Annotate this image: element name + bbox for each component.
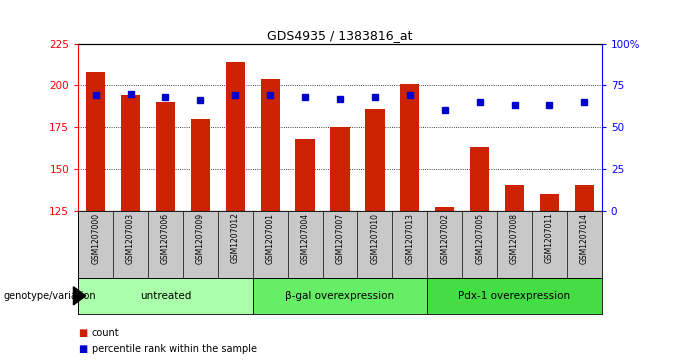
Bar <box>253 278 427 314</box>
Text: ■: ■ <box>78 344 88 354</box>
Text: GSM1207013: GSM1207013 <box>405 213 414 264</box>
Bar <box>86 72 105 211</box>
Text: genotype/variation: genotype/variation <box>3 291 96 301</box>
Text: GSM1207002: GSM1207002 <box>440 213 449 264</box>
Bar <box>575 185 594 211</box>
Text: GSM1207003: GSM1207003 <box>126 213 135 264</box>
Text: count: count <box>92 328 120 338</box>
Text: GSM1207007: GSM1207007 <box>335 213 345 264</box>
Bar <box>121 95 140 211</box>
Bar <box>156 102 175 211</box>
Text: GSM1207004: GSM1207004 <box>301 213 309 264</box>
Text: GSM1207005: GSM1207005 <box>475 213 484 264</box>
Bar <box>505 185 524 211</box>
Bar <box>365 109 384 211</box>
Text: untreated: untreated <box>140 291 191 301</box>
Text: GSM1207014: GSM1207014 <box>580 213 589 264</box>
Bar <box>435 207 454 211</box>
Text: GSM1207006: GSM1207006 <box>161 213 170 264</box>
Bar <box>401 83 420 211</box>
Text: β-gal overexpression: β-gal overexpression <box>286 291 394 301</box>
Text: ■: ■ <box>78 328 88 338</box>
Bar <box>191 119 210 211</box>
Text: GSM1207008: GSM1207008 <box>510 213 519 264</box>
Text: Pdx-1 overexpression: Pdx-1 overexpression <box>458 291 571 301</box>
Bar <box>470 147 489 211</box>
Bar <box>296 139 315 211</box>
Text: GSM1207000: GSM1207000 <box>91 213 100 264</box>
Bar <box>78 278 253 314</box>
Bar <box>540 194 559 211</box>
Text: GSM1207011: GSM1207011 <box>545 213 554 264</box>
Bar <box>427 278 602 314</box>
Text: GSM1207010: GSM1207010 <box>371 213 379 264</box>
Bar <box>330 127 350 211</box>
Bar <box>226 62 245 211</box>
Text: percentile rank within the sample: percentile rank within the sample <box>92 344 257 354</box>
Polygon shape <box>73 287 86 305</box>
Text: GSM1207009: GSM1207009 <box>196 213 205 264</box>
Title: GDS4935 / 1383816_at: GDS4935 / 1383816_at <box>267 29 413 42</box>
Bar <box>260 79 279 211</box>
Text: GSM1207012: GSM1207012 <box>231 213 240 264</box>
Text: GSM1207001: GSM1207001 <box>266 213 275 264</box>
